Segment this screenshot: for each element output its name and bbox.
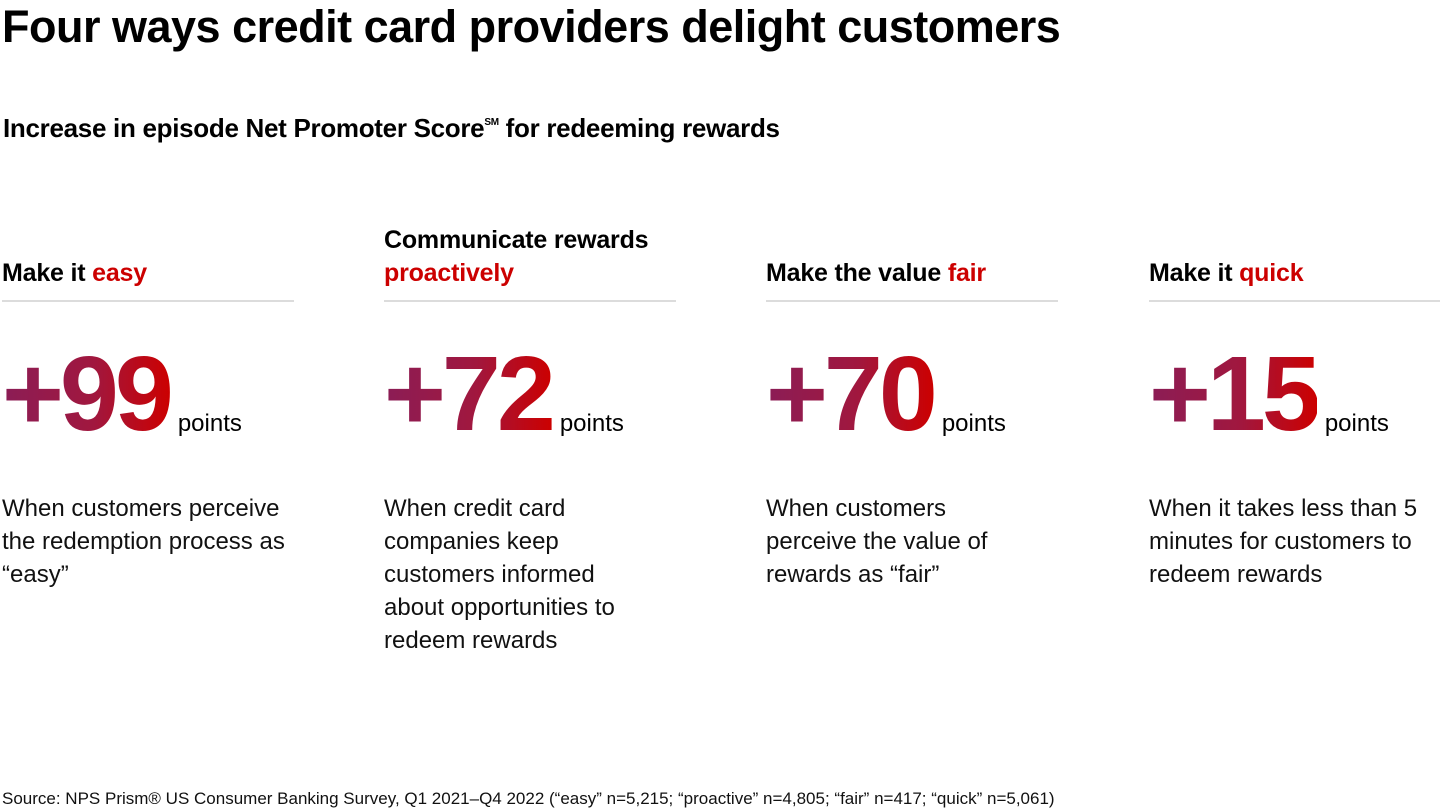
heading-text: Communicate rewards	[384, 226, 649, 254]
column-heading: Communicate rewards proactively	[384, 224, 676, 302]
column-heading: Make the value fair	[766, 224, 1058, 302]
column-heading: Make it quick	[1149, 224, 1440, 302]
heading-accent: proactively	[384, 259, 514, 287]
metric-description: When it takes less than 5 minutes for cu…	[1149, 495, 1418, 588]
heading-text: Make it	[1149, 259, 1240, 287]
metric: +99 points	[2, 335, 294, 453]
metric-description: When credit card companies keep customer…	[384, 495, 615, 654]
metric-value: +72	[384, 335, 556, 453]
metric-unit: points	[559, 410, 624, 437]
metric-unit: points	[177, 410, 242, 437]
heading-text: Make it	[2, 259, 93, 287]
metric-value: +70	[766, 335, 938, 453]
heading-accent: easy	[92, 259, 147, 287]
heading-accent: quick	[1239, 259, 1304, 287]
metric-unit: points	[941, 410, 1006, 437]
metric-description: When customers perceive the value of rew…	[766, 495, 988, 588]
stat-column-quick: Make it quick +15 points When it takes l…	[1149, 224, 1440, 591]
page-subtitle: Increase in episode Net Promoter ScoreSM…	[3, 106, 780, 145]
metric: +15 points	[1149, 335, 1440, 453]
source-note: Source: NPS Prism® US Consumer Banking S…	[2, 789, 1055, 808]
column-heading: Make it easy	[2, 224, 294, 302]
metric-unit: points	[1324, 410, 1389, 437]
page-title: Four ways credit card providers delight …	[2, 1, 1061, 52]
heading-text: Make the value	[766, 259, 948, 287]
stat-column-proactive: Communicate rewards proactively +72 poin…	[384, 224, 676, 657]
heading-accent: fair	[947, 259, 986, 287]
subtitle-text: Increase in episode Net Promoter Score	[3, 113, 485, 143]
service-mark: SM	[484, 117, 499, 128]
metric: +70 points	[766, 335, 1058, 453]
metric-value: +99	[2, 335, 174, 453]
metric-value: +15	[1149, 335, 1321, 453]
stat-column-easy: Make it easy +99 points When customers p…	[2, 224, 294, 591]
subtitle-text-rest: for redeeming rewards	[498, 113, 780, 143]
metric: +72 points	[384, 335, 676, 453]
metric-description: When customers perceive the redemption p…	[2, 495, 285, 588]
stat-column-fair: Make the value fair +70 points When cust…	[766, 224, 1058, 591]
